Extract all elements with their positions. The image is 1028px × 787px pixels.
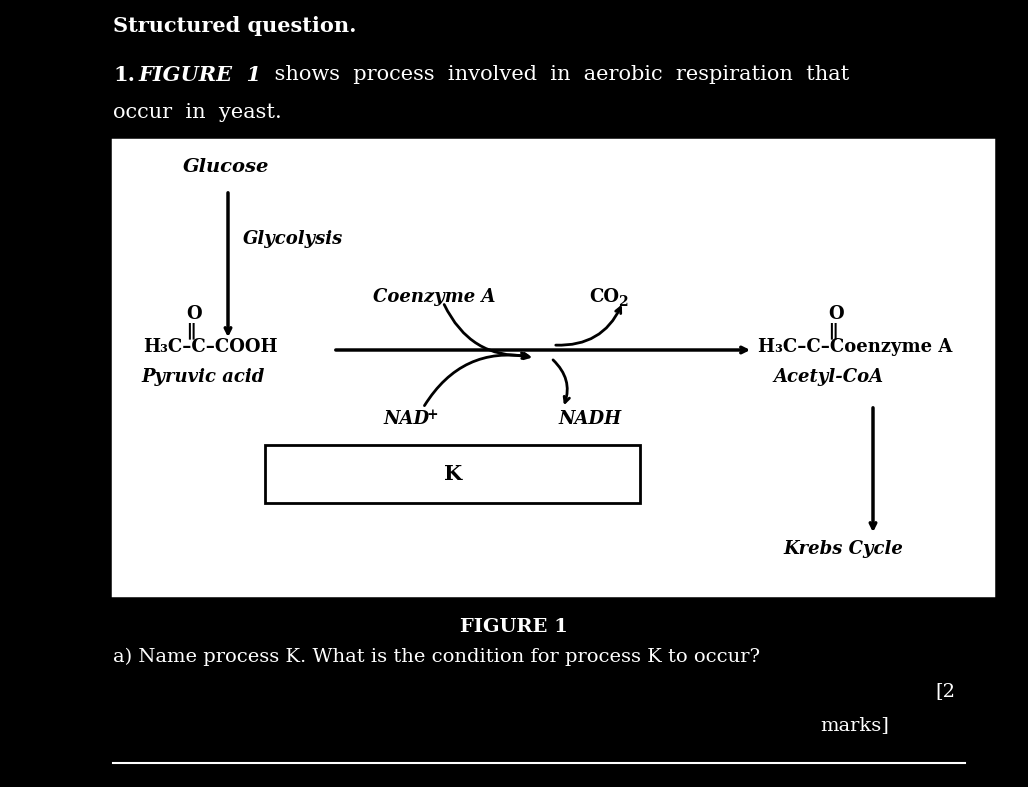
Text: Structured question.: Structured question.: [113, 16, 357, 36]
Text: shows  process  involved  in  aerobic  respiration  that: shows process involved in aerobic respir…: [268, 65, 849, 84]
Text: FIGURE 1: FIGURE 1: [461, 618, 567, 636]
Text: occur  in  yeast.: occur in yeast.: [113, 103, 282, 122]
Text: O: O: [828, 305, 844, 323]
Text: 1.: 1.: [113, 65, 135, 85]
Text: Glycolysis: Glycolysis: [243, 230, 343, 248]
Text: Pyruvic acid: Pyruvic acid: [141, 368, 264, 386]
Text: ∥: ∥: [186, 323, 195, 341]
Text: O: O: [186, 305, 201, 323]
Text: Krebs Cycle: Krebs Cycle: [783, 540, 903, 558]
Text: H₃C–C–COOH: H₃C–C–COOH: [143, 338, 278, 356]
Text: Glucose: Glucose: [183, 158, 269, 176]
Text: a) Name process K. What is the condition for process K to occur?: a) Name process K. What is the condition…: [113, 648, 760, 667]
Text: marks]: marks]: [820, 716, 889, 734]
Text: Coenzyme A: Coenzyme A: [373, 288, 495, 306]
Text: CO: CO: [589, 288, 619, 306]
Text: 2: 2: [618, 295, 628, 309]
Text: K: K: [444, 464, 462, 484]
Text: +: +: [426, 408, 438, 422]
Text: FIGURE  1: FIGURE 1: [138, 65, 261, 85]
Bar: [113, 140, 993, 595]
Text: ∥: ∥: [828, 323, 838, 341]
Text: NAD: NAD: [383, 410, 429, 428]
Bar: [265, 445, 640, 503]
Text: H₃C–C–Coenzyme A: H₃C–C–Coenzyme A: [758, 338, 952, 356]
Text: Acetyl-CoA: Acetyl-CoA: [773, 368, 883, 386]
Text: NADH: NADH: [558, 410, 621, 428]
Text: [2: [2: [935, 682, 955, 700]
